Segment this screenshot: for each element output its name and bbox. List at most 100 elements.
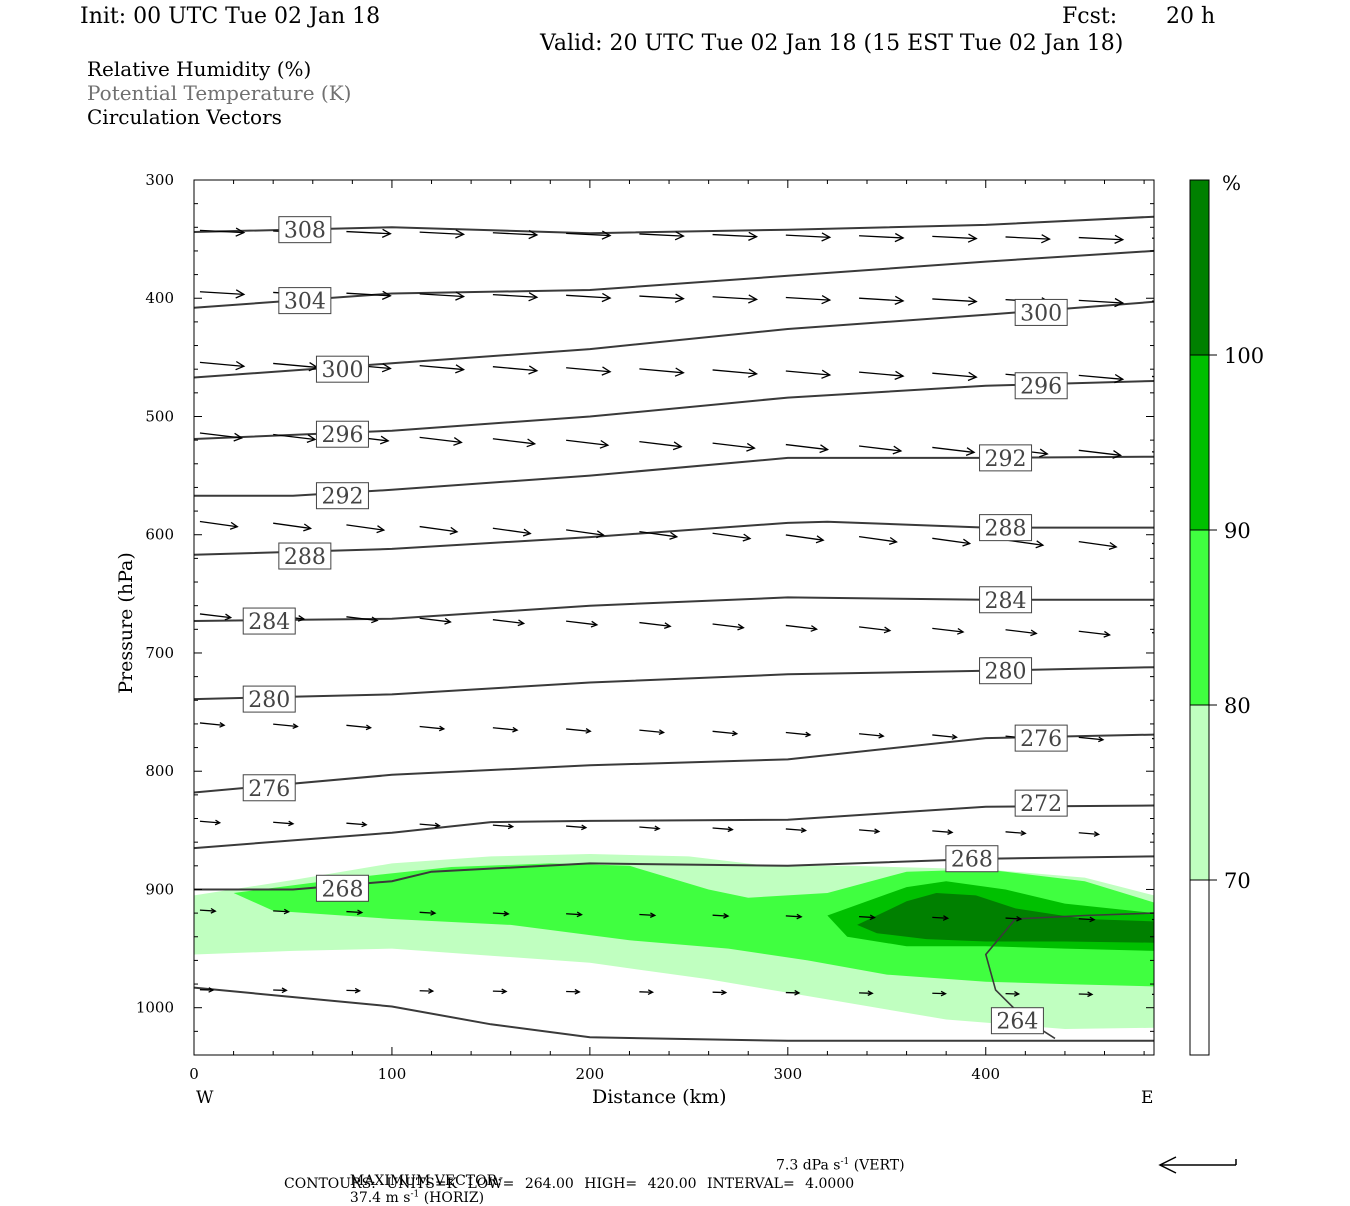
y-axis-title: Pressure (hPa)	[115, 543, 137, 703]
vector-arrow	[493, 727, 517, 732]
vector-arrow	[200, 522, 237, 530]
vector-arrow	[346, 988, 359, 993]
vector-arrow	[420, 726, 444, 731]
x-tick-label: 100	[378, 1065, 407, 1083]
vector-arrow	[1079, 375, 1123, 383]
y-tick-label: 500	[145, 407, 174, 425]
vector-shaft	[1152, 633, 1183, 637]
vector-arrow	[859, 829, 879, 834]
contour-label-text: 288	[985, 517, 1027, 542]
vector-arrow	[713, 295, 757, 303]
vector-shaft	[200, 292, 244, 295]
max-vector-vert: 7.3 dPa s-1 (VERT)	[776, 1157, 905, 1174]
vector-head	[1163, 918, 1168, 923]
vector-arrow	[1079, 832, 1099, 837]
contour-label-288: 288	[980, 515, 1032, 542]
vector-arrow	[420, 230, 464, 238]
colorbar-segment	[1190, 180, 1209, 355]
vector-arrow	[786, 828, 806, 833]
vector-shaft	[420, 294, 464, 297]
contour-label-292: 292	[316, 483, 368, 510]
vector-arrow	[200, 723, 224, 728]
contour-label-300: 300	[1015, 299, 1067, 326]
contour-label-300: 300	[316, 356, 368, 383]
y-tick-label: 400	[145, 289, 174, 307]
vector-arrow	[493, 620, 524, 626]
vector-shaft	[786, 235, 830, 237]
vector-arrow	[493, 293, 537, 301]
vector-arrow	[200, 362, 244, 370]
vector-arrow	[1152, 738, 1176, 743]
theta-contour-304	[194, 251, 1154, 308]
colorbar-unit: %	[1222, 171, 1241, 195]
vector-arrow	[639, 442, 681, 450]
contour-label-text: 268	[321, 877, 363, 902]
vector-arrow	[786, 445, 828, 453]
contour-label-text: 264	[996, 1010, 1038, 1035]
vector-arrow	[1006, 630, 1037, 636]
y-tick-label: 700	[145, 644, 174, 662]
vector-arrow	[420, 823, 440, 828]
contour-label-text: 292	[321, 485, 363, 510]
vector-arrow	[786, 370, 830, 378]
y-tick-label: 300	[145, 171, 174, 189]
contour-label-text: 296	[321, 423, 363, 448]
vector-arrow	[932, 372, 976, 380]
vector-shaft	[639, 234, 683, 236]
contour-label-296: 296	[316, 421, 368, 448]
vector-shaft	[1079, 238, 1123, 240]
vector-arrow	[932, 538, 969, 546]
colorbar-segment	[1190, 705, 1209, 880]
vector-arrow	[420, 618, 451, 624]
vector-arrow	[713, 624, 744, 630]
vector-shaft	[932, 236, 976, 238]
contour-label-text: 272	[1020, 792, 1062, 817]
contour-label-text: 276	[1020, 727, 1062, 752]
vector-shaft	[1152, 238, 1196, 240]
vector-arrow	[273, 724, 297, 729]
vector-shaft	[713, 235, 757, 237]
x-tick-label: 300	[773, 1065, 802, 1083]
vector-shaft	[1152, 376, 1196, 380]
contour-label-text: 280	[985, 660, 1027, 685]
vector-arrow	[932, 234, 976, 242]
vector-arrow	[566, 440, 608, 448]
vector-arrow	[273, 988, 286, 993]
vector-shaft	[273, 363, 317, 367]
vector-shaft	[566, 295, 610, 298]
x-tick-label: 400	[971, 1065, 1000, 1083]
colorbar-segment	[1190, 880, 1209, 1055]
vector-arrow	[273, 821, 293, 826]
contour-label-text: 300	[1020, 301, 1062, 326]
vector-head	[1182, 544, 1189, 551]
contour-label-text: 280	[248, 688, 290, 713]
vector-arrow	[346, 229, 390, 237]
vector-shaft	[1152, 834, 1172, 836]
vector-arrow	[566, 729, 590, 734]
vector-arrow	[1006, 235, 1050, 243]
vector-arrow	[639, 990, 652, 995]
y-tick-label: 1000	[136, 999, 174, 1017]
vector-shaft	[1006, 237, 1050, 239]
vector-shaft	[346, 232, 390, 234]
vector-arrow	[200, 290, 244, 298]
vector-arrow	[1152, 833, 1172, 838]
contour-label-284: 284	[980, 587, 1032, 614]
vector-arrow	[932, 830, 952, 835]
vector-arrow	[639, 294, 683, 302]
vector-arrow	[1152, 452, 1194, 460]
vector-arrow	[859, 234, 903, 242]
vector-arrow	[493, 366, 537, 374]
contour-label-text: 288	[284, 545, 326, 570]
vector-shaft	[1152, 452, 1194, 457]
vector-arrow	[420, 437, 462, 445]
vector-arrow	[859, 371, 903, 379]
vector-arrow	[566, 990, 579, 995]
colorbar-label: 70	[1224, 869, 1251, 893]
vector-arrow	[420, 365, 464, 373]
vector-arrow	[859, 733, 883, 738]
vector-arrow	[1152, 299, 1196, 307]
vector-arrow	[1079, 631, 1110, 637]
contour-label-text: 300	[321, 358, 363, 383]
